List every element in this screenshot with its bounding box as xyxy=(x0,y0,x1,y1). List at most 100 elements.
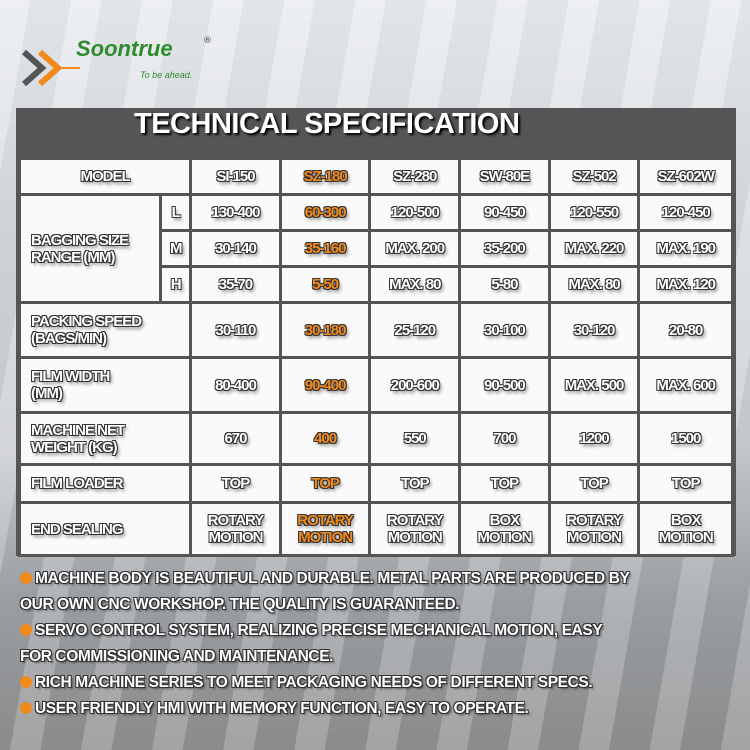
value-line1: BOX xyxy=(489,512,520,529)
value-line2: MOTION xyxy=(658,529,714,546)
value-cell: MAX. 80 xyxy=(547,265,641,304)
value-cell: TOP xyxy=(637,463,734,504)
bullet-dot-icon xyxy=(20,702,32,714)
model-cell: SZ-602W xyxy=(637,157,734,196)
table-row: FILM LOADER TOP TOP TOP TOP TOP TOP xyxy=(17,463,734,504)
value-cell: MAX. 500 xyxy=(547,356,641,414)
value-cell: 35-160 xyxy=(278,229,372,268)
row-label: FILM LOADER xyxy=(17,463,193,504)
value-cell: 20-80 xyxy=(637,301,734,359)
spec-panel: TECHNICAL SPECIFICATION MODEL SI-150 SZ-… xyxy=(16,108,736,557)
value-cell: 700 xyxy=(458,411,551,466)
row-label: FILM WIDTH (MM) xyxy=(17,356,193,414)
row-label: MACHINE NET WEIGHT (KG) xyxy=(17,411,193,466)
model-cell: SI-150 xyxy=(189,157,282,196)
value-cell: 35-200 xyxy=(458,229,551,268)
feature-item: USER FRIENDLY HMI WITH MEMORY FUNCTION, … xyxy=(20,696,740,722)
value-cell: 120-550 xyxy=(547,193,641,232)
value-cell: 90-400 xyxy=(278,356,372,414)
feature-line2: FOR COMMISSIONING AND MAINTENANCE. xyxy=(20,648,334,665)
chevron-logo-icon xyxy=(22,49,80,87)
registered-mark: ® xyxy=(203,36,212,46)
value-cell: 120-450 xyxy=(637,193,734,232)
value-cell: BOX MOTION xyxy=(458,501,551,557)
value-cell: 5-80 xyxy=(458,265,551,304)
table-row: FILM WIDTH (MM) 80-400 90-400 200-600 90-500 M… xyxy=(17,356,734,414)
model-header: MODEL xyxy=(17,157,193,196)
table-row-bagging-l: BAGGING SIZE RANGE (MM) L 130-400 60-300 120-… xyxy=(17,193,734,304)
row-label-line2: (BAGS/MIN) xyxy=(31,330,107,347)
row-label-line1: PACKING SPEED xyxy=(31,313,142,330)
value-cell: ROTARY MOTION xyxy=(278,501,372,557)
row-label-line1: BAGGING SIZE xyxy=(31,231,129,249)
value-line1: ROTARY xyxy=(386,512,444,529)
value-cell: TOP xyxy=(547,463,641,504)
feature-line1: USER FRIENDLY HMI WITH MEMORY FUNCTION, … xyxy=(35,700,529,717)
value-line1: ROTARY xyxy=(207,512,265,529)
value-cell: MAX. 200 xyxy=(368,229,462,268)
value-cell: 30-180 xyxy=(278,301,372,359)
value-cell: 1200 xyxy=(547,411,641,466)
value-line2: MOTION xyxy=(298,529,353,546)
value-line2: MOTION xyxy=(567,529,622,546)
table-row-model: MODEL SI-150 SZ-180 SZ-280 SW-80E SZ-502… xyxy=(17,157,734,196)
value-cell: 120-500 xyxy=(368,193,462,232)
value-cell: BOX MOTION xyxy=(637,501,734,557)
value-line1: ROTARY xyxy=(566,512,623,529)
dimension-label: H xyxy=(159,265,193,304)
value-cell: 90-500 xyxy=(458,356,551,414)
row-label-line2: RANGE (MM) xyxy=(31,248,115,266)
brand-tagline: To be ahead. xyxy=(140,70,193,80)
value-cell: MAX. 190 xyxy=(637,229,734,268)
value-cell: 130-400 xyxy=(189,193,282,232)
row-label-line1: MACHINE NET xyxy=(31,421,125,439)
value-cell: 1500 xyxy=(637,411,734,466)
value-cell: MAX. 220 xyxy=(547,229,641,268)
value-line1: BOX xyxy=(670,512,701,529)
dimension-label: M xyxy=(159,229,193,268)
value-line2: MOTION xyxy=(387,529,443,546)
dimension-label: L xyxy=(159,193,193,232)
feature-line2: OUR OWN CNC WORKSHOP. THE QUALITY IS GUA… xyxy=(20,596,460,613)
feature-line1: RICH MACHINE SERIES TO MEET PACKAGING NE… xyxy=(35,674,593,691)
row-label-line1: FILM WIDTH xyxy=(31,368,110,385)
table-row: PACKING SPEED (BAGS/MIN) 30-110 30-180 25-12… xyxy=(17,301,734,359)
table-row-bagging-m: M 30-140 35-160 MAX. 200 35-200 MAX. 220 MAX. … xyxy=(20,229,734,268)
value-cell: 30-140 xyxy=(189,229,282,268)
soontrue-logo: Soontrue ® To be ahead. xyxy=(20,36,220,92)
model-cell-highlight: SZ-180 xyxy=(278,157,372,196)
value-cell: ROTARY MOTION xyxy=(547,501,641,557)
feature-list: MACHINE BODY IS BEAUTIFUL AND DURABLE. M… xyxy=(20,566,740,722)
value-cell: TOP xyxy=(278,463,372,504)
value-line2: MOTION xyxy=(477,529,532,546)
model-cell: SZ-502 xyxy=(547,157,641,196)
value-cell: MAX. 120 xyxy=(637,265,734,304)
feature-item: RICH MACHINE SERIES TO MEET PACKAGING NE… xyxy=(20,670,740,696)
spec-table: MODEL SI-150 SZ-180 SZ-280 SW-80E SZ-502… xyxy=(17,157,734,557)
table-row: MACHINE NET WEIGHT (KG) 670 400 550 700 1200 15… xyxy=(17,411,734,466)
value-cell: 60-300 xyxy=(278,193,372,232)
feature-item: MACHINE BODY IS BEAUTIFUL AND DURABLE. M… xyxy=(20,566,740,618)
value-cell: 200-600 xyxy=(368,356,462,414)
value-cell: MAX. 600 xyxy=(637,356,734,414)
model-cell: SZ-280 xyxy=(368,157,462,196)
row-label-line1: FILM LOADER xyxy=(31,475,123,492)
value-cell: 670 xyxy=(189,411,282,466)
value-cell: 5-50 xyxy=(278,265,372,304)
value-cell: 80-400 xyxy=(189,356,282,414)
row-label-line2: (MM) xyxy=(31,385,63,402)
value-cell: TOP xyxy=(189,463,282,504)
feature-line1: SERVO CONTROL SYSTEM, REALIZING PRECISE … xyxy=(35,622,603,639)
feature-line1: MACHINE BODY IS BEAUTIFUL AND DURABLE. M… xyxy=(35,570,630,587)
bullet-dot-icon xyxy=(20,676,32,688)
bullet-dot-icon xyxy=(20,624,32,636)
value-cell: 25-120 xyxy=(368,301,462,359)
value-cell: TOP xyxy=(458,463,551,504)
value-cell: 30-120 xyxy=(547,301,641,359)
bullet-dot-icon xyxy=(20,572,32,584)
value-line1: ROTARY xyxy=(297,512,354,529)
model-cell: SW-80E xyxy=(458,157,551,196)
value-cell: 35-70 xyxy=(189,265,282,304)
table-row-end-sealing: END SEALING ROTARY MOTION ROTARY MOTION ROTA… xyxy=(17,501,734,557)
feature-item: SERVO CONTROL SYSTEM, REALIZING PRECISE … xyxy=(20,618,740,670)
